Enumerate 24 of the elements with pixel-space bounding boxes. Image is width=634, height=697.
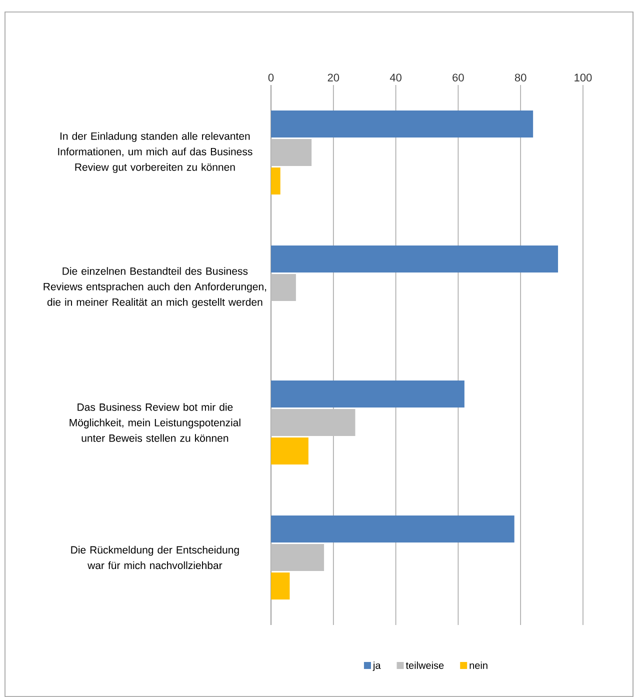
y-tick-label: In der Einladung standen alle relevanten Informationen, um mich auf das Business Review gut vorbereiten zu können <box>58 132 252 173</box>
x-tick-label: 40 <box>390 74 402 82</box>
x-tick-label: 60 <box>452 74 464 82</box>
bar <box>270 168 280 195</box>
x-tick-label: 80 <box>514 74 526 82</box>
y-tick-label: Das Business Review bot mir die Möglichkeit, mein Leistungspotenzial unter Beweis stellen zu können <box>70 403 240 442</box>
bar <box>270 516 514 543</box>
bar <box>270 438 308 465</box>
bar <box>270 409 356 436</box>
x-tick-label: 20 <box>328 74 340 82</box>
bar <box>270 139 312 166</box>
bar <box>270 274 296 302</box>
bar <box>270 544 324 572</box>
legend-label: ja <box>372 662 381 671</box>
bar <box>270 380 464 408</box>
y-tick-label: Die einzelnen Bestandteil des Business Reviews entsprachen auch den Anforderungen, die in meiner Realität an mich gestellt werden <box>44 267 266 308</box>
x-tick-label: 0 <box>268 74 274 82</box>
bar <box>270 572 290 600</box>
bar <box>270 110 534 138</box>
bar <box>270 246 558 273</box>
x-tick-label: 100 <box>574 74 592 82</box>
legend-label: teilweise <box>406 662 444 669</box>
legend-label: nein <box>470 662 488 669</box>
y-tick-label: Die Rückmeldung der Entscheidung war für mich nachvollziehbar <box>71 546 239 570</box>
